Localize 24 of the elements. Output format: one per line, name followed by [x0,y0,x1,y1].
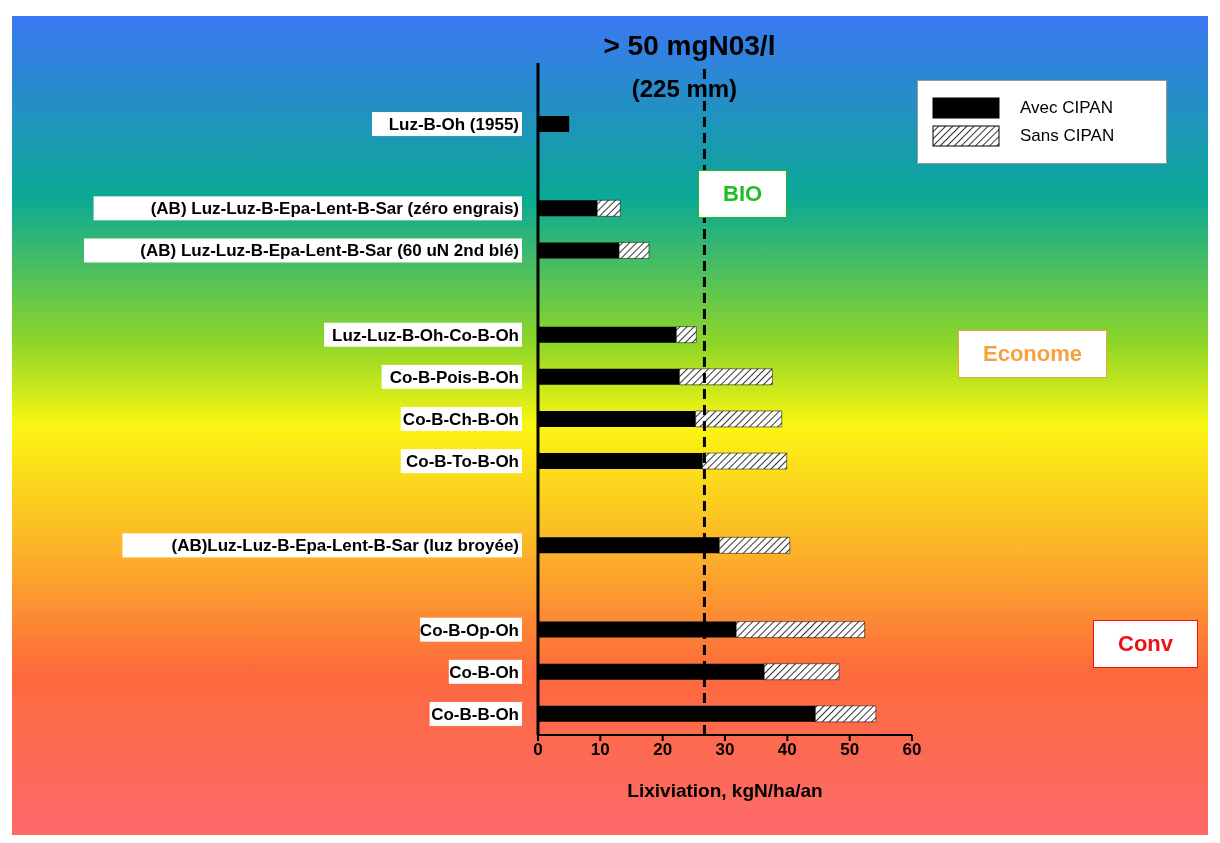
y-tick-label: (AB) Luz-Luz-B-Epa-Lent-B-Sar (60 uN 2nd blé) [140,241,519,261]
x-tick-label: 50 [840,740,860,760]
y-tick-label: (AB)Luz-Luz-B-Epa-Lent-B-Sar (luz broyée) [171,536,519,556]
y-tick-label: (AB) Luz-Luz-B-Epa-Lent-B-Sar (zéro engrais) [150,199,519,219]
x-tick-label: 30 [715,740,735,760]
text: Econome [958,330,1108,378]
y-tick-label: Co-B-Pois-B-Oh [389,367,519,387]
x-tick-label: 20 [653,740,673,760]
y-tick-label: Luz-B-Oh (1955) [388,115,519,135]
y-tick-label: Co-B-Op-Oh [419,620,519,640]
x-tick-label: 0 [533,740,543,760]
y-tick-label: Luz-Luz-B-Oh-Co-B-Oh [332,325,519,345]
y-tick-label: Co-B-To-B-Oh [406,452,519,472]
annotation: BIO [698,170,788,218]
legend-label: Sans CIPAN [1020,126,1115,146]
y-tick-label: Co-B-Ch-B-Oh [402,410,519,429]
legend-label: Avec CIPAN [1020,98,1113,118]
x-axis-title: Lixiviation, kgN/ha/an [627,780,823,801]
y-tick-label: Co-B-B-Oh [431,704,519,724]
x-tick-label: 60 [902,740,922,760]
x-tick-label: 40 [777,740,797,760]
text: Conv [1093,620,1198,668]
y-tick-label: Co-B-Oh [449,662,519,682]
x-tick-label: 10 [590,740,610,760]
